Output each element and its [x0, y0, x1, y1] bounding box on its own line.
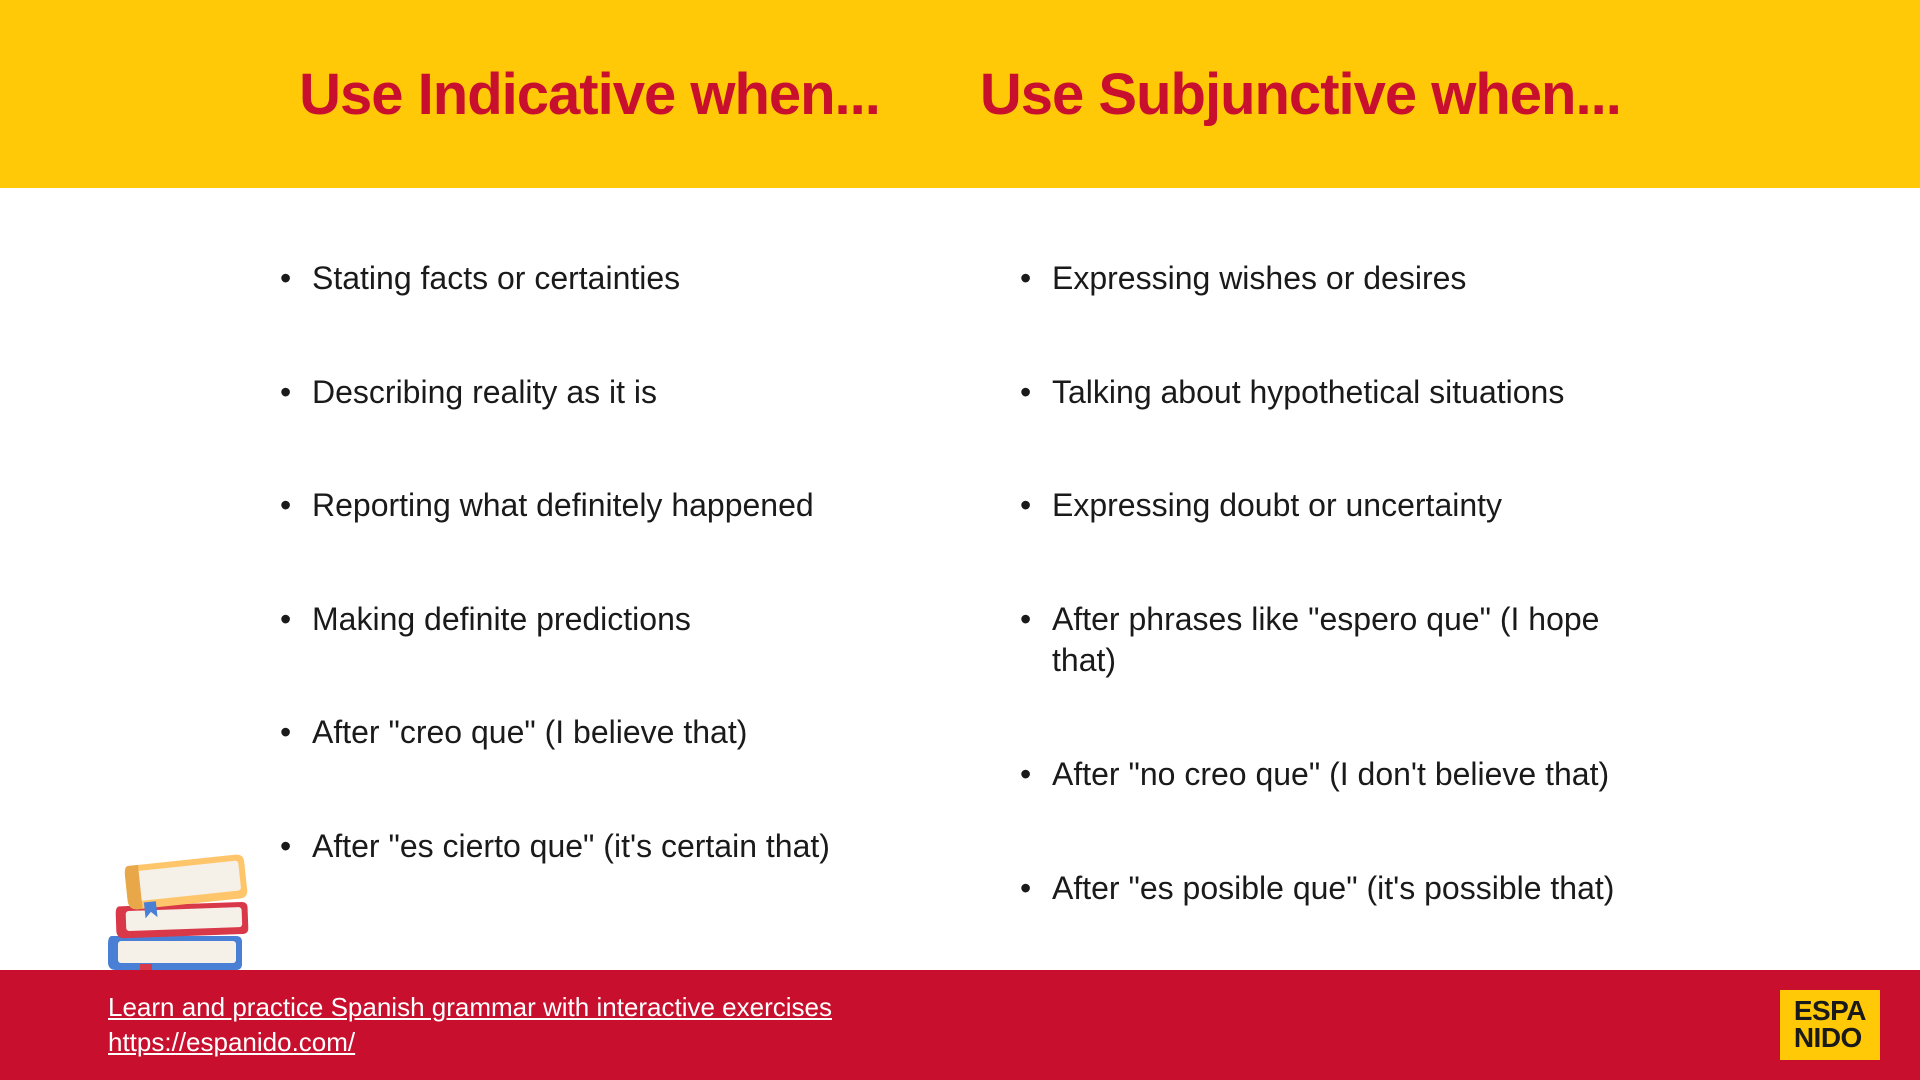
books-icon: [96, 850, 256, 980]
list-item: Describing reality as it is: [270, 372, 910, 414]
list-item: Stating facts or certainties: [270, 258, 910, 300]
subjunctive-list: Expressing wishes or desires Talking abo…: [1010, 258, 1650, 909]
footer-bar: Learn and practice Spanish grammar with …: [0, 970, 1920, 1080]
content-area: Stating facts or certainties Describing …: [0, 188, 1920, 981]
list-item: Expressing wishes or desires: [1010, 258, 1650, 300]
list-item: Reporting what definitely happened: [270, 485, 910, 527]
footer-link-url[interactable]: https://espanido.com/: [108, 1027, 355, 1057]
list-item: After "es posible que" (it's possible th…: [1010, 868, 1650, 910]
list-item: After "es cierto que" (it's certain that…: [270, 826, 910, 868]
indicative-column: Stating facts or certainties Describing …: [270, 258, 910, 981]
header-banner: Use Indicative when... Use Subjunctive w…: [0, 0, 1920, 188]
indicative-list: Stating facts or certainties Describing …: [270, 258, 910, 868]
logo-line1: ESPA: [1794, 998, 1866, 1025]
list-item: After "no creo que" (I don't believe tha…: [1010, 754, 1650, 796]
list-item: After "creo que" (I believe that): [270, 712, 910, 754]
list-item: Making definite predictions: [270, 599, 910, 641]
brand-logo: ESPA NIDO: [1780, 990, 1880, 1059]
subjunctive-column: Expressing wishes or desires Talking abo…: [1010, 258, 1650, 981]
indicative-title: Use Indicative when...: [299, 61, 880, 128]
footer-link-text[interactable]: Learn and practice Spanish grammar with …: [108, 992, 832, 1022]
logo-line2: NIDO: [1794, 1025, 1866, 1052]
footer-text: Learn and practice Spanish grammar with …: [108, 990, 832, 1060]
list-item: Expressing doubt or uncertainty: [1010, 485, 1650, 527]
list-item: Talking about hypothetical situations: [1010, 372, 1650, 414]
subjunctive-title: Use Subjunctive when...: [980, 61, 1621, 128]
list-item: After phrases like "espero que" (I hope …: [1010, 599, 1650, 682]
